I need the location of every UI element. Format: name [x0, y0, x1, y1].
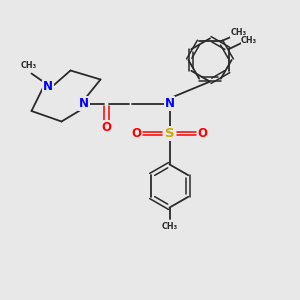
Text: CH₃: CH₃ [161, 222, 178, 231]
Text: N: N [79, 97, 89, 110]
Text: O: O [197, 127, 208, 140]
Text: CH₃: CH₃ [230, 28, 246, 38]
Text: N: N [164, 97, 175, 110]
Text: CH₃: CH₃ [241, 36, 257, 45]
Text: O: O [101, 121, 112, 134]
Text: N: N [43, 80, 53, 94]
Text: CH₃: CH₃ [20, 61, 37, 70]
Text: S: S [165, 127, 174, 140]
Text: O: O [131, 127, 142, 140]
